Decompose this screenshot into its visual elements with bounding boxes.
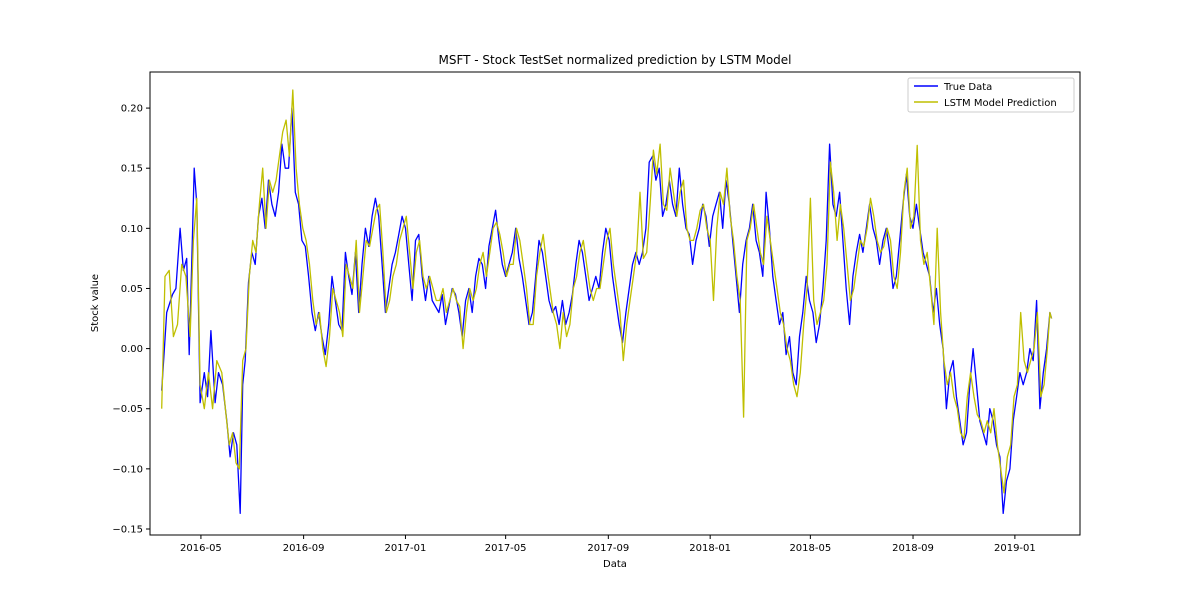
y-tick-label: −0.10	[112, 464, 143, 475]
legend-box	[907, 77, 1075, 113]
y-tick-label: 0.15	[121, 164, 143, 175]
y-tick-label: 0.10	[121, 224, 143, 235]
x-tick-label: 2017-05	[485, 543, 527, 554]
series-line-lstm-model-prediction	[161, 89, 1053, 494]
chart-title: MSFT - Stock TestSet normalized predicti…	[438, 53, 791, 67]
x-tick-label: 2016-09	[283, 543, 325, 554]
y-axis: −0.15 −0.10 −0.05 0.00 0.05 0.10 0.15 0.20	[112, 104, 150, 535]
x-tick-label: 2017-09	[587, 543, 629, 554]
plot-frame	[149, 71, 1081, 536]
x-tick-label: 2016-05	[180, 543, 222, 554]
legend: True Data LSTM Model Prediction	[907, 77, 1075, 113]
legend-label-lstm-prediction: LSTM Model Prediction	[944, 98, 1057, 109]
x-tick-label: 2018-01	[689, 543, 731, 554]
x-tick-label: 2017-01	[385, 543, 427, 554]
x-tick-label: 2019-01	[994, 543, 1036, 554]
y-tick-label: 0.20	[121, 104, 143, 115]
y-axis-label: Stock value	[90, 274, 101, 332]
y-tick-label: −0.05	[112, 404, 143, 415]
y-tick-label: −0.15	[112, 524, 143, 535]
legend-label-true-data: True Data	[943, 82, 992, 93]
y-tick-label: 0.00	[121, 344, 143, 355]
x-axis: 2016-05 2016-09 2017-01 2017-05 2017-09 2018-…	[180, 535, 1036, 554]
y-tick-label: 0.05	[121, 284, 143, 295]
series-layer	[161, 89, 1053, 515]
x-axis-label: Data	[603, 559, 627, 570]
x-tick-label: 2018-09	[892, 543, 934, 554]
x-tick-label: 2018-05	[789, 543, 831, 554]
